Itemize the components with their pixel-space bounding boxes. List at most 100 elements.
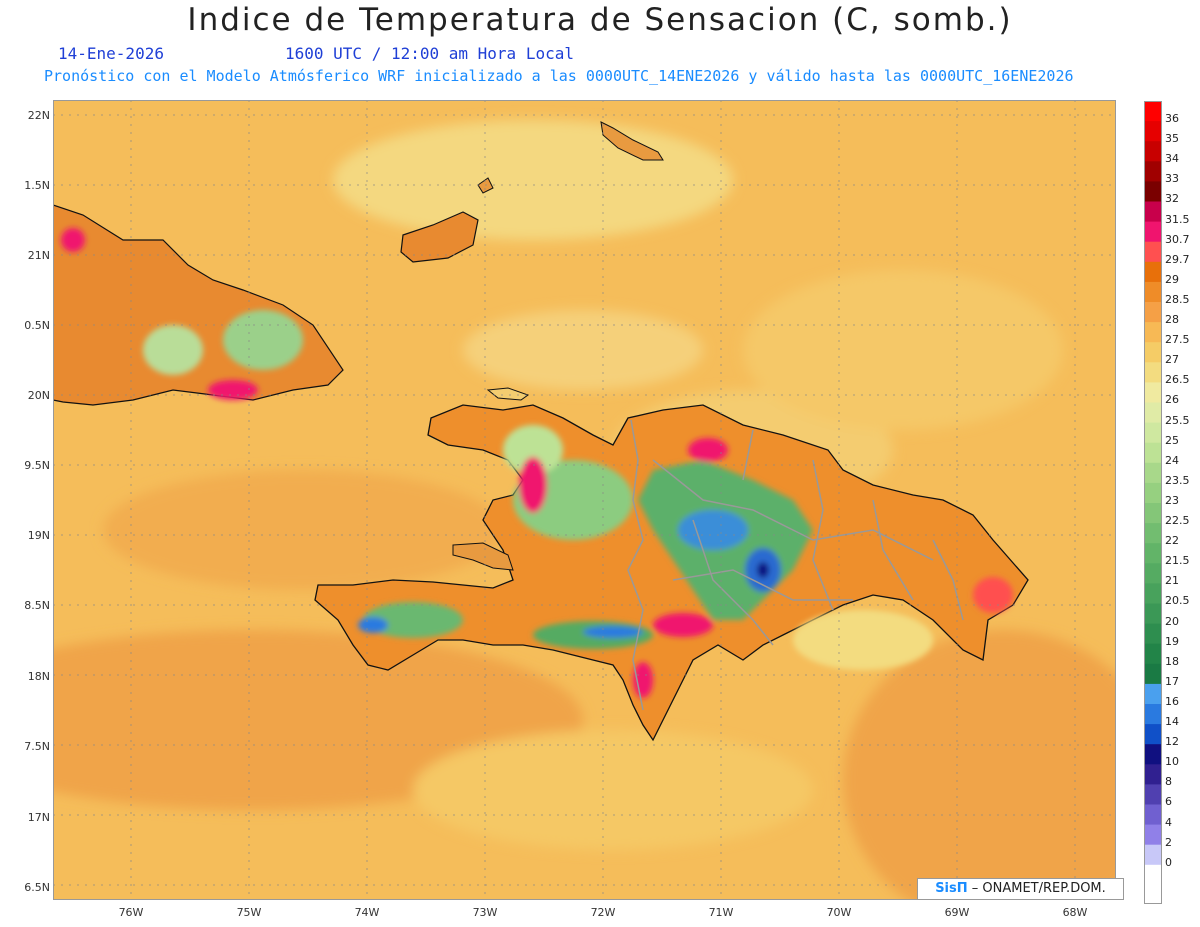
southern-peninsula-cool bbox=[583, 626, 643, 638]
legend-label: 2 bbox=[1165, 835, 1172, 849]
lon-label: 75W bbox=[236, 906, 262, 919]
forecast-date: 14-Ene-2026 bbox=[58, 44, 164, 63]
lat-label: 9.5N bbox=[24, 459, 50, 472]
legend-label: 28 bbox=[1165, 313, 1179, 326]
sispi-logo: SisΠ bbox=[935, 881, 968, 896]
legend-swatch bbox=[1144, 503, 1162, 524]
province-borders bbox=[627, 419, 964, 711]
highland-cool bbox=[678, 510, 748, 550]
haiti-north-cool bbox=[503, 425, 563, 475]
legend-swatch bbox=[1144, 382, 1162, 403]
legend-swatch bbox=[1144, 442, 1162, 464]
legend-swatch bbox=[1144, 683, 1162, 705]
cuba-cool-area bbox=[223, 310, 303, 370]
legend-swatch bbox=[1144, 523, 1162, 544]
warm-area bbox=[973, 577, 1013, 613]
legend-label: 20.5 bbox=[1165, 594, 1190, 608]
legend-swatch bbox=[1144, 462, 1162, 484]
legend-swatch bbox=[1144, 704, 1162, 725]
legend-label: 31.5 bbox=[1165, 212, 1190, 226]
legend-label: 33 bbox=[1165, 172, 1179, 186]
legend-label: 14 bbox=[1165, 715, 1179, 728]
legend-label: 29 bbox=[1165, 272, 1179, 286]
cool-sea-band bbox=[413, 730, 813, 850]
legend-label: 19 bbox=[1165, 634, 1179, 648]
legend-label: 25 bbox=[1165, 433, 1179, 447]
legend-swatch bbox=[1144, 221, 1162, 243]
legend-swatch bbox=[1144, 402, 1162, 424]
warm-sea-band bbox=[103, 470, 503, 590]
legend-label: 12 bbox=[1165, 735, 1179, 749]
legend-label: 6 bbox=[1165, 795, 1172, 809]
legend-swatch bbox=[1144, 603, 1162, 625]
legend-swatch bbox=[1144, 281, 1162, 303]
turks-island bbox=[600, 121, 664, 161]
cuba-warm-area bbox=[208, 380, 258, 400]
lon-label: 68W bbox=[1062, 906, 1088, 919]
legend-label: 27.5 bbox=[1165, 333, 1190, 347]
lon-label: 76W bbox=[118, 906, 144, 919]
cool-sea-band bbox=[743, 270, 1063, 430]
lat-label: 19N bbox=[27, 529, 50, 542]
cuba-cool-area bbox=[143, 325, 203, 375]
legend-swatch bbox=[1144, 764, 1162, 785]
legend-label: 28.5 bbox=[1165, 292, 1190, 306]
legend-swatch bbox=[1144, 543, 1162, 564]
legend-swatch bbox=[1144, 121, 1162, 142]
cool-sea-band bbox=[333, 120, 733, 240]
legend-label: 0 bbox=[1165, 855, 1172, 869]
legend-label: 34 bbox=[1165, 152, 1179, 166]
model-info: Pronóstico con el Modelo Atmósferico WRF… bbox=[44, 67, 1074, 85]
legend-label: 30.7 bbox=[1165, 232, 1190, 246]
legend-label: 21 bbox=[1165, 574, 1179, 588]
cool-sea-band bbox=[463, 310, 703, 390]
lat-label: 17N bbox=[27, 811, 50, 824]
legend-swatch bbox=[1144, 241, 1162, 263]
hispaniola-land bbox=[314, 404, 1029, 742]
legend-swatch bbox=[1144, 744, 1162, 765]
lon-label: 70W bbox=[826, 906, 852, 919]
legend-label: 26 bbox=[1165, 393, 1179, 407]
gonave-island bbox=[452, 542, 514, 571]
legend-label: 29.7 bbox=[1165, 252, 1190, 266]
lat-label: 18N bbox=[27, 670, 50, 683]
lat-label: 21N bbox=[27, 249, 50, 262]
lon-label: 72W bbox=[590, 906, 616, 919]
legend-label: 27 bbox=[1165, 353, 1179, 367]
legend-label: 21.5 bbox=[1165, 554, 1190, 568]
legend-label: 20 bbox=[1165, 614, 1179, 628]
legend-label: 4 bbox=[1165, 815, 1172, 829]
legend-swatch bbox=[1144, 362, 1162, 383]
legend-swatch bbox=[1144, 322, 1162, 343]
lat-label: 20N bbox=[27, 389, 50, 402]
legend-swatch bbox=[1144, 141, 1162, 162]
legend-swatch bbox=[1144, 844, 1162, 866]
legend-label: 36 bbox=[1165, 112, 1179, 125]
legend-swatch bbox=[1144, 422, 1162, 444]
forecast-time: 1600 UTC / 12:00 am Hora Local bbox=[285, 44, 574, 63]
lat-label: 6.5N bbox=[24, 881, 50, 894]
legend-label: 26.5 bbox=[1165, 373, 1190, 387]
legend-swatch bbox=[1144, 181, 1162, 202]
warm-area bbox=[633, 662, 653, 698]
legend-swatch bbox=[1144, 101, 1162, 122]
legend-swatch bbox=[1144, 824, 1162, 846]
grid-lines bbox=[53, 100, 1116, 900]
lat-label: 22N bbox=[27, 109, 50, 122]
legend-label: 22 bbox=[1165, 534, 1179, 548]
legend-swatch bbox=[1144, 563, 1162, 584]
legend-swatch bbox=[1144, 302, 1162, 323]
legend-label: 16 bbox=[1165, 694, 1179, 708]
legend-swatch bbox=[1144, 724, 1162, 745]
legend-swatch bbox=[1144, 583, 1162, 604]
legend-swatch bbox=[1144, 342, 1162, 363]
legend-label: 23 bbox=[1165, 493, 1179, 507]
legend-label: 25.5 bbox=[1165, 413, 1190, 427]
legend-swatch bbox=[1144, 261, 1162, 283]
credit-box: SisΠ – ONAMET/REP.DOM. bbox=[917, 878, 1124, 900]
legend-swatch bbox=[1144, 161, 1162, 182]
southern-peninsula-cool bbox=[363, 602, 463, 638]
legend-swatch bbox=[1144, 663, 1162, 685]
lat-label: 7.5N bbox=[24, 740, 50, 753]
south-coast-mild bbox=[793, 610, 933, 670]
